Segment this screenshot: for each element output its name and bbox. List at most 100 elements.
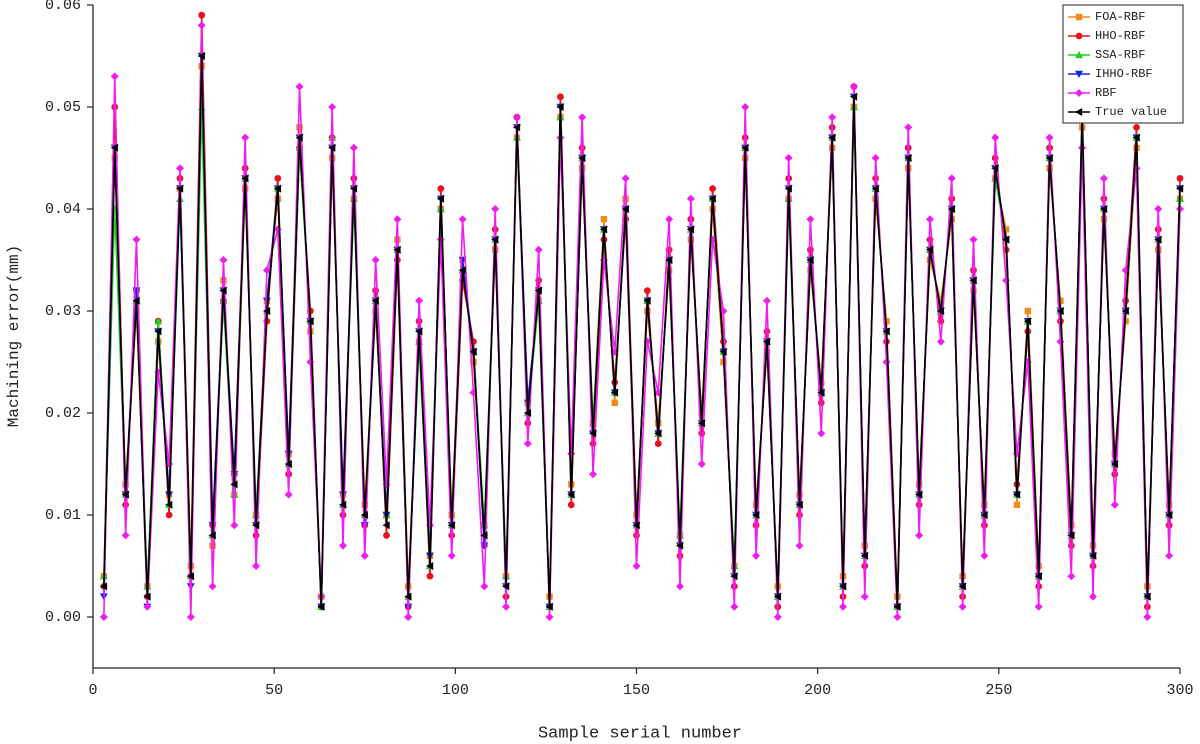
x-tick-label: 100 xyxy=(442,682,469,699)
point xyxy=(567,449,576,458)
point xyxy=(1165,551,1174,560)
point xyxy=(512,113,521,122)
point xyxy=(686,225,695,234)
point xyxy=(1165,511,1173,519)
point xyxy=(469,347,477,356)
point xyxy=(1002,226,1010,233)
point xyxy=(1045,154,1053,162)
point xyxy=(371,256,380,264)
point xyxy=(154,317,163,325)
point xyxy=(523,439,532,448)
point xyxy=(132,296,140,305)
legend-marker xyxy=(1075,70,1083,78)
point xyxy=(491,235,499,244)
point xyxy=(969,276,977,285)
point xyxy=(339,541,348,550)
point xyxy=(273,184,281,193)
point xyxy=(741,143,749,152)
legend-marker xyxy=(1075,51,1083,59)
point xyxy=(512,123,521,132)
point xyxy=(839,582,847,591)
point xyxy=(752,551,761,560)
y-tick-label: 0.06 xyxy=(45,0,81,14)
point xyxy=(632,521,640,530)
y-axis-title: Machining error(mm) xyxy=(5,245,23,427)
point xyxy=(1110,500,1119,509)
point xyxy=(371,296,379,305)
point xyxy=(415,327,423,336)
point xyxy=(784,154,793,162)
point xyxy=(860,592,869,601)
point xyxy=(709,185,716,193)
y-tick-label: 0.03 xyxy=(45,303,81,320)
point xyxy=(882,327,890,336)
x-tick-label: 0 xyxy=(88,682,97,699)
point xyxy=(1133,124,1140,131)
point xyxy=(752,511,760,519)
point xyxy=(937,297,945,304)
point xyxy=(350,175,358,182)
point xyxy=(686,194,695,203)
point xyxy=(675,582,684,591)
point xyxy=(741,103,750,111)
point xyxy=(904,123,913,132)
point xyxy=(1099,205,1108,213)
point xyxy=(828,113,837,122)
point xyxy=(1056,307,1064,315)
legend: FOA-RBF HHO-RBF SSA-RBF IHHO-RBF RBF True val… xyxy=(1062,4,1184,124)
point xyxy=(110,72,119,81)
point xyxy=(893,602,901,611)
point xyxy=(534,245,543,254)
point xyxy=(557,93,564,101)
point xyxy=(252,521,260,530)
point xyxy=(295,133,303,142)
point xyxy=(795,541,804,550)
x-tick-label: 250 xyxy=(985,682,1012,699)
point xyxy=(1024,307,1032,315)
point xyxy=(99,613,108,621)
point xyxy=(360,511,368,519)
point xyxy=(904,154,912,162)
point xyxy=(773,592,782,601)
point xyxy=(219,256,228,264)
point xyxy=(969,235,978,244)
point xyxy=(121,490,129,499)
point xyxy=(1111,470,1119,478)
point xyxy=(970,266,977,274)
point xyxy=(991,133,1000,142)
point xyxy=(491,205,500,213)
y-tick-label: 0.00 xyxy=(45,609,81,626)
point xyxy=(349,184,358,193)
point xyxy=(426,572,434,580)
series-line xyxy=(103,55,1181,607)
point xyxy=(708,194,716,203)
point xyxy=(480,531,488,540)
point xyxy=(186,613,195,621)
point xyxy=(1034,602,1043,611)
point xyxy=(458,266,466,275)
point xyxy=(284,490,293,499)
point xyxy=(925,215,934,224)
point xyxy=(860,551,868,560)
point xyxy=(849,92,858,101)
point xyxy=(284,460,292,468)
point xyxy=(545,602,553,611)
point xyxy=(415,296,424,305)
point xyxy=(665,256,673,264)
point xyxy=(1099,174,1108,183)
legend-label: True value xyxy=(1095,105,1167,119)
point xyxy=(589,429,597,438)
point xyxy=(621,205,629,213)
x-tick-label: 300 xyxy=(1166,682,1193,699)
point xyxy=(578,144,586,152)
point xyxy=(208,531,216,540)
point xyxy=(763,328,771,335)
point xyxy=(1034,572,1042,581)
point xyxy=(632,562,641,570)
point xyxy=(773,613,782,621)
point xyxy=(719,347,727,356)
point xyxy=(317,602,325,611)
point xyxy=(578,113,587,122)
point xyxy=(404,592,412,601)
point xyxy=(762,296,771,305)
